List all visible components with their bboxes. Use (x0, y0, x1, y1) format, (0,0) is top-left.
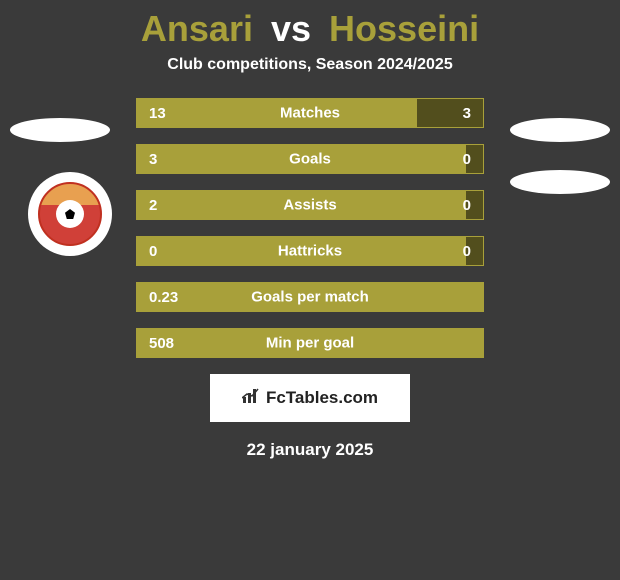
stat-value-right: 0 (463, 243, 471, 260)
stat-row: Goals per match 0.23 (136, 282, 484, 312)
stat-value-left: 0 (149, 243, 157, 260)
stat-label: Assists (283, 197, 336, 214)
stat-value-left: 0.23 (149, 289, 178, 306)
stat-row: Assists 2 0 (136, 190, 484, 220)
player1-placeholder-ellipse (10, 118, 110, 142)
stat-row: Matches 13 3 (136, 98, 484, 128)
stats-bars: Matches133Goals30Assists20Hattricks00Goa… (136, 98, 484, 358)
stat-row: Min per goal 508 (136, 328, 484, 358)
player1-name: Ansari (141, 8, 253, 49)
stat-value-left: 2 (149, 197, 157, 214)
soccer-ball-icon (56, 200, 84, 228)
stat-bar-right: 3 (417, 99, 483, 127)
stat-value-right: 3 (463, 105, 471, 122)
player2-placeholder-ellipse-2 (510, 170, 610, 194)
stat-bar-right: 0 (466, 145, 483, 173)
stat-value-left: 13 (149, 105, 166, 122)
content-area: Matches133Goals30Assists20Hattricks00Goa… (0, 98, 620, 358)
team-badge (28, 172, 112, 256)
stat-label: Min per goal (266, 335, 354, 352)
stat-label: Goals per match (251, 289, 369, 306)
player2-name: Hosseini (329, 8, 479, 49)
subtitle: Club competitions, Season 2024/2025 (0, 56, 620, 74)
comparison-title: Ansari vs Hosseini (0, 0, 620, 56)
player2-placeholder-ellipse-1 (510, 118, 610, 142)
stat-bar-right: 0 (466, 237, 483, 265)
stat-value-right: 0 (463, 151, 471, 168)
site-badge-text: FcTables.com (266, 388, 378, 408)
stat-bar-left: 13 (137, 99, 417, 127)
stat-row: Goals 3 0 (136, 144, 484, 174)
site-badge: FcTables.com (210, 374, 410, 422)
stat-label: Matches (280, 105, 340, 122)
stat-label: Goals (289, 151, 331, 168)
date-text: 22 january 2025 (0, 440, 620, 460)
stat-label: Hattricks (278, 243, 342, 260)
stat-row: Hattricks 0 0 (136, 236, 484, 266)
stat-value-left: 508 (149, 335, 174, 352)
stat-value-left: 3 (149, 151, 157, 168)
chart-icon (242, 388, 260, 409)
team-badge-inner (38, 182, 102, 246)
stat-bar-right: 0 (466, 191, 483, 219)
title-vs: vs (271, 8, 311, 49)
stat-value-right: 0 (463, 197, 471, 214)
